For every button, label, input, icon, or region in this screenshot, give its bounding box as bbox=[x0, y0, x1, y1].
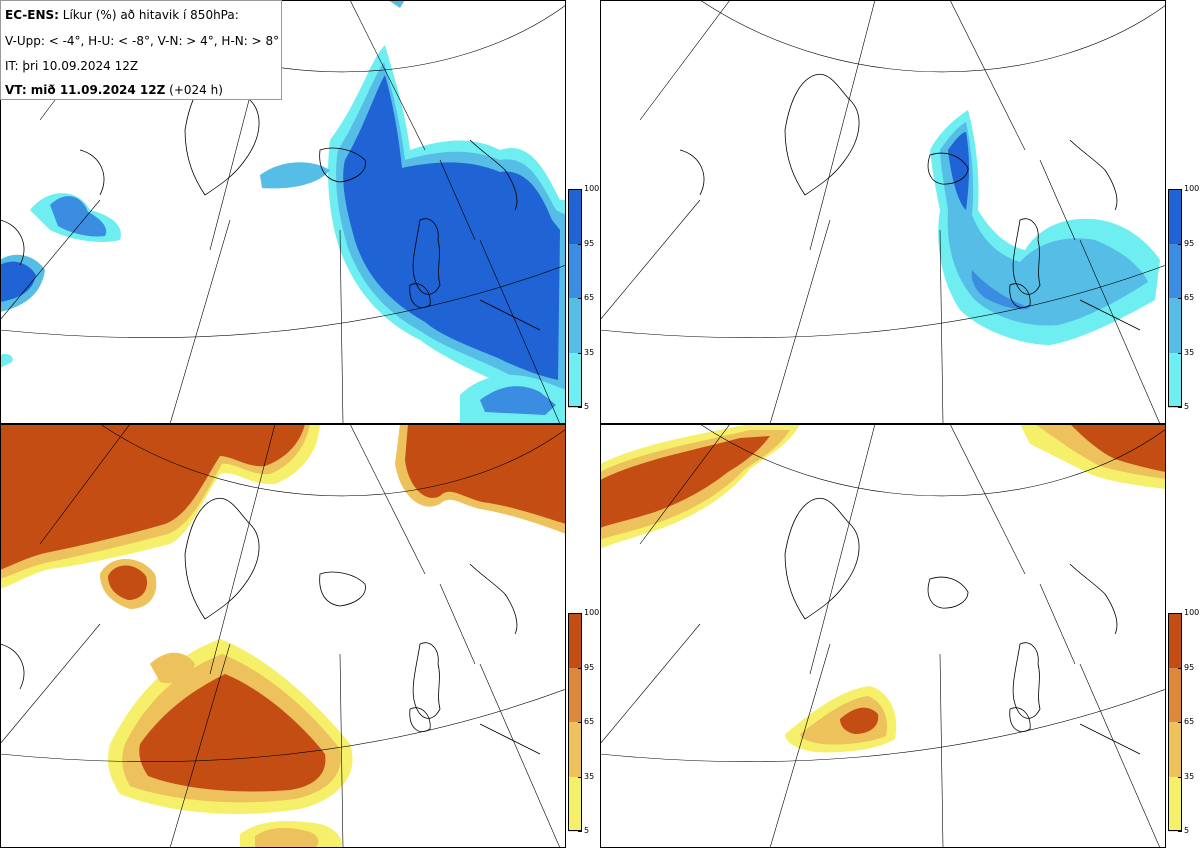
colorbar-tick-mark bbox=[578, 243, 582, 245]
colorbar-tick-label: 100 bbox=[1184, 184, 1200, 193]
colorbar-tick-label: 65 bbox=[1184, 717, 1195, 726]
colorbar-tick-label: 95 bbox=[584, 662, 595, 672]
graticule bbox=[600, 0, 1166, 424]
colorbar-cold-right: 100 95 65 35 5 bbox=[1168, 185, 1199, 411]
colorbar-tick-mark bbox=[578, 831, 582, 832]
lead-time: (+024 h) bbox=[169, 83, 223, 97]
coastlines bbox=[679, 73, 1141, 331]
colorbar-tick-mark bbox=[1178, 722, 1182, 723]
colorbar-tick-mark bbox=[1178, 613, 1182, 614]
colorbar-segment bbox=[1168, 613, 1182, 668]
colorbar-tick-label: 35 bbox=[584, 771, 595, 781]
colorbar-segment bbox=[1168, 243, 1182, 299]
colorbar-tick-label: 65 bbox=[584, 717, 595, 726]
colorbar-tick-mark bbox=[1178, 776, 1182, 778]
colorbar-tick-label: 5 bbox=[1184, 826, 1190, 835]
coastlines bbox=[0, 73, 541, 331]
colorbar-tick-mark bbox=[578, 613, 582, 614]
colorbar-warm-right: 100 95 65 35 5 bbox=[1168, 609, 1199, 835]
colorbar-segment bbox=[1168, 189, 1182, 244]
colorbar-tick-mark bbox=[1178, 189, 1182, 190]
colorbar-segment bbox=[568, 776, 582, 832]
colorbar-tick-label: 35 bbox=[584, 347, 595, 357]
probability-field bbox=[600, 424, 1166, 753]
valid-time-line: VT: mið 11.09.2024 12Z (+024 h) bbox=[5, 83, 223, 97]
colorbar-tick-mark bbox=[578, 776, 582, 778]
coastlines bbox=[784, 497, 1141, 755]
model-name: EC-ENS: bbox=[5, 8, 59, 22]
map-cold-moderate bbox=[0, 0, 566, 424]
map-warm-moderate bbox=[0, 424, 566, 848]
colorbar-segment bbox=[1168, 667, 1182, 723]
colorbar-segment bbox=[1168, 298, 1182, 353]
colorbar-tick-mark bbox=[578, 298, 582, 299]
init-time: IT: þri 10.09.2024 12Z bbox=[5, 59, 139, 73]
map-cold-strong bbox=[600, 0, 1166, 424]
colorbar-tick-mark bbox=[1178, 352, 1182, 354]
panel-warm-strong bbox=[600, 424, 1166, 848]
panel-cold-moderate: EC-ENS: Líkur (%) að hitavik í 850hPa: V… bbox=[0, 0, 566, 424]
colorbar-tick-label: 95 bbox=[584, 238, 595, 248]
colorbar-tick-mark bbox=[578, 352, 582, 354]
colorbar-tick-mark bbox=[578, 722, 582, 723]
colorbar-tick-mark bbox=[1178, 407, 1182, 408]
colorbar-segment bbox=[568, 298, 582, 353]
map-warm-strong bbox=[600, 424, 1166, 848]
colorbar-segment bbox=[568, 189, 582, 244]
colorbar-tick-mark bbox=[578, 667, 582, 669]
colorbar-tick-mark bbox=[578, 189, 582, 190]
colorbar-tick-label: 5 bbox=[584, 826, 590, 835]
colorbar-cold-left: 100 95 65 35 5 bbox=[568, 185, 599, 411]
colorbar-tick-label: 5 bbox=[1184, 402, 1190, 411]
colorbar-tick-label: 35 bbox=[1184, 771, 1195, 781]
colorbar-tick-label: 65 bbox=[1184, 293, 1195, 302]
panel-cold-strong bbox=[600, 0, 1166, 424]
colorbar-tick-label: 100 bbox=[584, 184, 600, 193]
product-description: Líkur (%) að hitavik í 850hPa: bbox=[62, 8, 239, 22]
colorbar-tick-label: 100 bbox=[1184, 608, 1200, 617]
colorbar-tick-label: 95 bbox=[1184, 238, 1195, 248]
colorbar-segment bbox=[568, 667, 582, 723]
probability-field bbox=[0, 0, 566, 424]
colorbar-tick-label: 5 bbox=[584, 402, 590, 411]
colorbar-segment bbox=[568, 613, 582, 668]
colorbar-tick-label: 65 bbox=[584, 293, 595, 302]
coastlines bbox=[0, 497, 541, 755]
colorbar-tick-mark bbox=[1178, 298, 1182, 299]
colorbar-tick-mark bbox=[1178, 243, 1182, 245]
colorbar-segment bbox=[1168, 776, 1182, 832]
probability-field bbox=[0, 424, 566, 848]
colorbar-tick-label: 100 bbox=[584, 608, 600, 617]
threshold-line: V-Upp: < -4°, H-U: < -8°, V-N: > 4°, H-N… bbox=[5, 34, 280, 48]
colorbar-segment bbox=[568, 352, 582, 408]
probability-field bbox=[930, 110, 1160, 345]
panel-warm-moderate bbox=[0, 424, 566, 848]
colorbar-tick-mark bbox=[1178, 831, 1182, 832]
graticule bbox=[600, 424, 1166, 848]
colorbar-tick-mark bbox=[578, 407, 582, 408]
colorbar-tick-label: 35 bbox=[1184, 347, 1195, 357]
colorbar-segment bbox=[568, 722, 582, 777]
colorbar-warm-left: 100 95 65 35 5 bbox=[568, 609, 599, 835]
graticule bbox=[0, 424, 566, 848]
legend-title-box: EC-ENS: Líkur (%) að hitavik í 850hPa: V… bbox=[0, 0, 282, 100]
colorbar-tick-mark bbox=[1178, 667, 1182, 669]
colorbar-segment bbox=[568, 243, 582, 299]
colorbar-tick-label: 95 bbox=[1184, 662, 1195, 672]
colorbar-segment bbox=[1168, 722, 1182, 777]
valid-time: VT: mið 11.09.2024 12Z bbox=[5, 83, 166, 97]
title-line-1: EC-ENS: Líkur (%) að hitavik í 850hPa: bbox=[5, 8, 239, 22]
colorbar-segment bbox=[1168, 352, 1182, 408]
